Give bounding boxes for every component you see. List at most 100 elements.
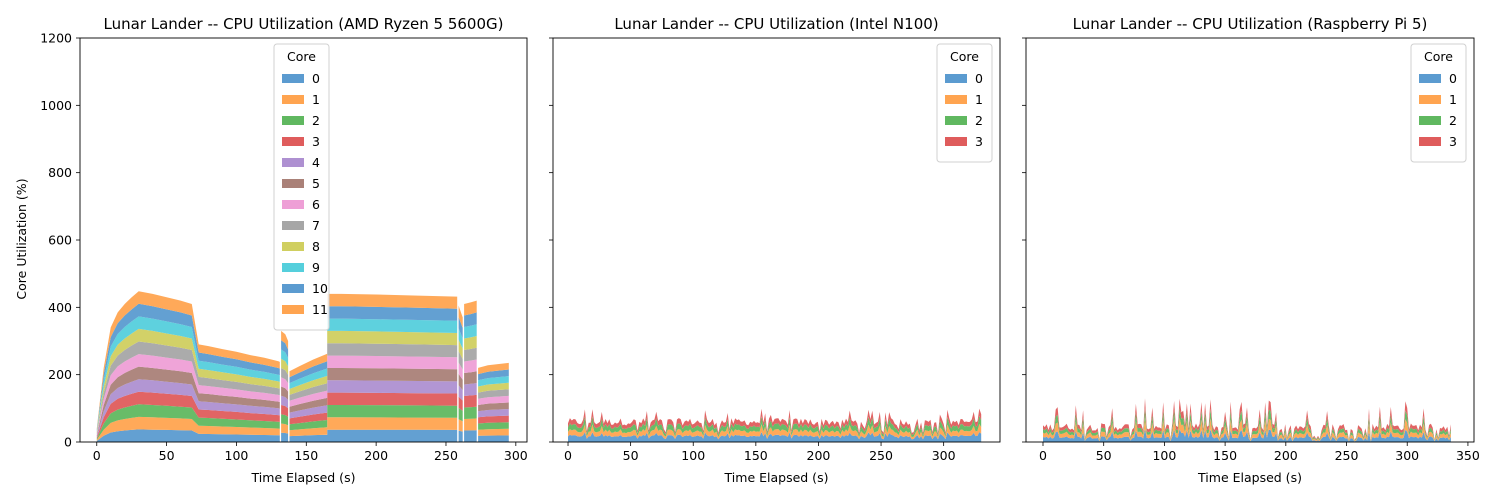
- area-core-1: [568, 424, 982, 440]
- chart-panel-amd: 0 50 100 150 200 250 300020040060080010001200L…: [40, 15, 528, 485]
- x-tick-label: 250: [869, 448, 893, 463]
- legend-title: Core: [287, 49, 316, 64]
- x-tick-label: 0: [93, 448, 101, 463]
- area-core-1: [96, 416, 509, 441]
- legend-swatch: [945, 116, 967, 125]
- chart-title: Lunar Lander -- CPU Utilization (Raspber…: [1073, 15, 1428, 33]
- area-core-2: [96, 404, 509, 440]
- x-tick-label: 250: [1335, 448, 1359, 463]
- x-tick-label: 300: [504, 448, 528, 463]
- x-tick-label: 150: [744, 448, 768, 463]
- x-tick-label: 50: [623, 448, 639, 463]
- area-core-10: [96, 303, 509, 431]
- legend-swatch: [282, 263, 304, 272]
- x-tick-label: 250: [434, 448, 458, 463]
- x-tick-label: 200: [807, 448, 831, 463]
- y-tick-label: 400: [48, 300, 72, 315]
- area-core-9: [96, 316, 509, 432]
- legend-label: 0: [312, 71, 320, 86]
- area-core-4: [96, 379, 509, 438]
- area-core-7: [96, 341, 509, 435]
- legend-label: 3: [975, 134, 983, 149]
- plot-frame: [552, 37, 1001, 443]
- x-axis-label: Time Elapsed (s): [251, 470, 356, 485]
- area-core-11: [96, 291, 509, 430]
- legend-swatch: [282, 200, 304, 209]
- legend-swatch: [945, 74, 967, 83]
- x-tick-label: 100: [1152, 448, 1176, 463]
- legend-swatch: [282, 74, 304, 83]
- x-tick-label: 0: [1039, 448, 1047, 463]
- x-tick-label: 350: [1456, 448, 1480, 463]
- legend-swatch: [282, 242, 304, 251]
- legend-swatch: [282, 158, 304, 167]
- legend-swatch: [282, 95, 304, 104]
- legend-swatch: [282, 116, 304, 125]
- x-tick-label: 150: [1213, 448, 1237, 463]
- legend-swatch: [1419, 137, 1441, 146]
- x-tick-label: 50: [159, 448, 175, 463]
- chart-panel-intel: 0 50 100 150 200 250 300 Lunar Lander -- CPU Ut…: [549, 15, 1001, 485]
- legend-label: 3: [312, 134, 320, 149]
- legend: Core 0 1 2 3 4 5 6 7 8 9 10 11: [273, 43, 330, 331]
- chart-panel-raspberry: 0 50 100 150 200 250 300 350 Lunar Lander -- CPU…: [1022, 15, 1480, 485]
- legend-swatch: [282, 179, 304, 188]
- legend-swatch: [1419, 116, 1441, 125]
- area-core-2: [568, 415, 982, 438]
- legend-label: 0: [975, 71, 983, 86]
- y-tick-label: 1000: [40, 98, 72, 113]
- legend-swatch: [1419, 95, 1441, 104]
- legend-swatch: [945, 137, 967, 146]
- x-tick-label: 50: [1096, 448, 1112, 463]
- area-core-5: [96, 366, 509, 437]
- legend-label: 4: [312, 155, 320, 170]
- legend-swatch: [282, 221, 304, 230]
- legend-label: 7: [312, 218, 320, 233]
- legend-label: 11: [312, 302, 328, 317]
- chart-title: Lunar Lander -- CPU Utilization (Intel N…: [614, 15, 938, 33]
- legend-title: Core: [1424, 49, 1453, 64]
- legend: Core 0 1 2 3: [936, 43, 993, 163]
- x-tick-label: 150: [294, 448, 318, 463]
- legend-label: 1: [975, 92, 983, 107]
- area-core-3: [96, 391, 509, 439]
- legend-swatch: [945, 95, 967, 104]
- legend-swatch: [1419, 74, 1441, 83]
- area-core-3: [1043, 398, 1451, 441]
- y-tick-label: 600: [48, 233, 72, 248]
- area-core-8: [96, 328, 509, 433]
- legend-label: 5: [312, 176, 320, 191]
- chart-title: Lunar Lander -- CPU Utilization (AMD Ryz…: [104, 15, 504, 33]
- x-axis-label: Time Elapsed (s): [1197, 470, 1302, 485]
- area-core-2: [1043, 407, 1451, 441]
- legend-label: 0: [1449, 71, 1457, 86]
- x-tick-label: 0: [564, 448, 572, 463]
- y-tick-label: 800: [48, 165, 72, 180]
- x-tick-label: 300: [1395, 448, 1419, 463]
- legend-label: 10: [312, 281, 328, 296]
- area-core-0: [568, 432, 982, 442]
- legend-label: 6: [312, 197, 320, 212]
- plot-frame: [1025, 37, 1475, 443]
- legend-swatch: [282, 305, 304, 314]
- legend-label: 1: [312, 92, 320, 107]
- legend-label: 2: [312, 113, 320, 128]
- legend-label: 9: [312, 260, 320, 275]
- legend-label: 1: [1449, 92, 1457, 107]
- area-core-0: [96, 429, 509, 442]
- legend-label: 3: [1449, 134, 1457, 149]
- x-tick-label: 100: [681, 448, 705, 463]
- legend-label: 2: [975, 113, 983, 128]
- x-tick-label: 200: [364, 448, 388, 463]
- legend-swatch: [282, 137, 304, 146]
- x-tick-label: 200: [1274, 448, 1298, 463]
- y-tick-label: 1200: [40, 31, 72, 46]
- legend-label: 2: [1449, 113, 1457, 128]
- x-axis-label: Time Elapsed (s): [724, 470, 829, 485]
- y-axis-label: Core Utilization (%): [14, 178, 29, 299]
- x-tick-label: 300: [932, 448, 956, 463]
- legend-label: 8: [312, 239, 320, 254]
- y-tick-label: 200: [48, 367, 72, 382]
- legend-title: Core: [950, 49, 979, 64]
